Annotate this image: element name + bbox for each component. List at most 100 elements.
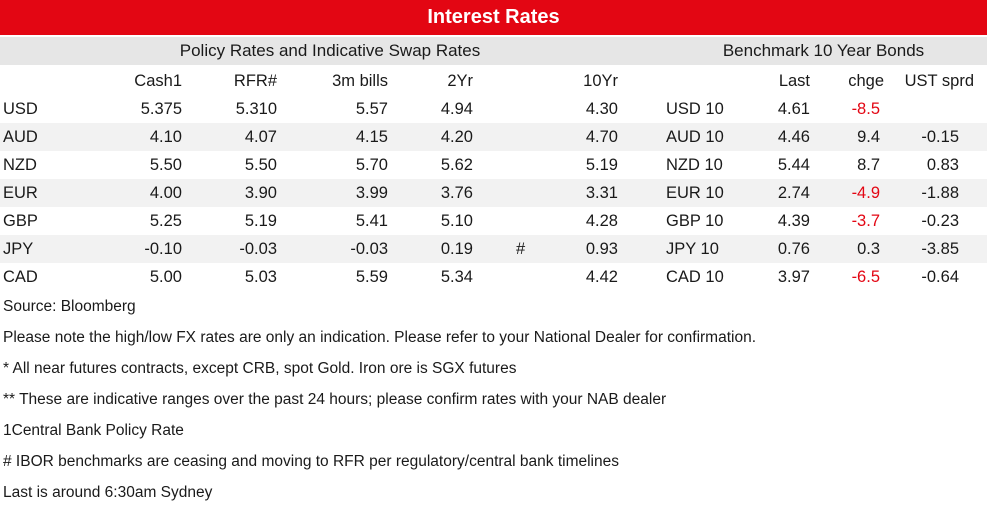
ibor-flag: [516, 95, 532, 123]
3m-bills-rate: 5.59: [355, 268, 388, 286]
2yr-rate: 0.19: [440, 240, 473, 258]
rfr-rate: 3.90: [244, 184, 277, 202]
cash-rate: 5.25: [149, 212, 182, 230]
ibor-flag: [516, 263, 532, 291]
3m-bills-rate: 5.70: [355, 156, 388, 174]
col-ust-sprd: UST sprd: [904, 72, 974, 90]
rfr-rate: -0.03: [239, 240, 277, 258]
bond-change: 9.4: [857, 128, 880, 146]
cash-rate: 4.00: [149, 184, 182, 202]
table-row: AUD 4.10 4.07 4.15 4.20 4.70 AUD 10 4.46…: [0, 123, 987, 151]
currency: USD: [3, 100, 38, 118]
table-row: GBP 5.25 5.19 5.41 5.10 4.28 GBP 10 4.39…: [0, 207, 987, 235]
2yr-rate: 5.10: [440, 212, 473, 230]
ust-spread: -0.64: [921, 268, 959, 286]
bond-name: USD 10: [666, 100, 724, 118]
currency: EUR: [3, 184, 38, 202]
3m-bills-rate: -0.03: [350, 240, 388, 258]
section-header-row: Policy Rates and Indicative Swap Rates B…: [0, 37, 987, 65]
2yr-rate: 4.20: [440, 128, 473, 146]
bond-change: 8.7: [857, 156, 880, 174]
bond-last: 3.97: [777, 268, 810, 286]
table-row: JPY -0.10 -0.03 -0.03 0.19 # 0.93 JPY 10…: [0, 235, 987, 263]
col-cash: Cash1: [134, 72, 182, 90]
currency: GBP: [3, 212, 38, 230]
3m-bills-rate: 3.99: [355, 184, 388, 202]
bond-last: 4.61: [777, 100, 810, 118]
footnotes: Source: Bloomberg Please note the high/l…: [0, 291, 987, 508]
bond-last: 0.76: [777, 240, 810, 258]
rfr-rate: 5.19: [244, 212, 277, 230]
bond-last: 4.46: [777, 128, 810, 146]
table-row: NZD 5.50 5.50 5.70 5.62 5.19 NZD 10 5.44…: [0, 151, 987, 179]
ust-spread: -3.85: [921, 240, 959, 258]
bond-name: NZD 10: [666, 156, 723, 174]
2yr-rate: 5.62: [440, 156, 473, 174]
bond-name: JPY 10: [666, 240, 719, 258]
bond-change: -4.9: [851, 184, 880, 202]
ust-spread: -1.88: [921, 184, 959, 202]
bond-change: -8.5: [851, 100, 880, 118]
ust-spread: 0.83: [926, 156, 959, 174]
timing-note: Last is around 6:30am Sydney: [3, 484, 213, 501]
currency: JPY: [3, 240, 34, 258]
10yr-rate: 0.93: [585, 240, 618, 258]
cash-rate: -0.10: [144, 240, 182, 258]
col-2yr: 2Yr: [447, 72, 473, 90]
currency: NZD: [3, 156, 37, 174]
futures-note: * All near futures contracts, except CRB…: [3, 360, 517, 377]
10yr-rate: 5.19: [585, 156, 618, 174]
source-note: Source: Bloomberg: [3, 298, 136, 315]
col-last: Last: [778, 72, 810, 90]
ust-spread: -0.15: [921, 128, 959, 146]
policy-swap-header: Policy Rates and Indicative Swap Rates: [179, 41, 481, 60]
currency: CAD: [3, 268, 38, 286]
bond-change: 0.3: [857, 240, 880, 258]
col-3m-bills: 3m bills: [332, 72, 388, 90]
bond-last: 4.39: [777, 212, 810, 230]
table-row: USD 5.375 5.310 5.57 4.94 4.30 USD 10 4.…: [0, 95, 987, 123]
currency: AUD: [3, 128, 38, 146]
bond-name: CAD 10: [666, 268, 724, 286]
ibor-flag: [516, 151, 532, 179]
bond-change: -6.5: [851, 268, 880, 286]
table-body: USD 5.375 5.310 5.57 4.94 4.30 USD 10 4.…: [0, 95, 987, 291]
ibor-note: # IBOR benchmarks are ceasing and moving…: [3, 453, 619, 470]
ranges-note: ** These are indicative ranges over the …: [3, 391, 667, 408]
bond-name: GBP 10: [666, 212, 724, 230]
2yr-rate: 4.94: [440, 100, 473, 118]
rfr-rate: 4.07: [244, 128, 277, 146]
cash-rate: 4.10: [149, 128, 182, 146]
cash-rate: 5.375: [140, 100, 182, 118]
bond-name: AUD 10: [666, 128, 724, 146]
ibor-flag: [516, 207, 532, 235]
rfr-rate: 5.310: [235, 100, 277, 118]
column-header-row: Cash1 RFR# 3m bills 2Yr 10Yr Last chge U…: [0, 67, 987, 95]
col-rfr: RFR#: [233, 72, 277, 90]
ust-spread: -0.23: [921, 212, 959, 230]
bond-last: 5.44: [777, 156, 810, 174]
fx-disclaimer-note: Please note the high/low FX rates are on…: [3, 329, 757, 346]
ust-spread: [890, 95, 959, 123]
2yr-rate: 3.76: [440, 184, 473, 202]
3m-bills-rate: 5.41: [355, 212, 388, 230]
table-row: EUR 4.00 3.90 3.99 3.76 3.31 EUR 10 2.74…: [0, 179, 987, 207]
10yr-rate: 4.42: [585, 268, 618, 286]
ibor-flag: #: [516, 240, 526, 258]
rfr-rate: 5.50: [244, 156, 277, 174]
3m-bills-rate: 5.57: [355, 100, 388, 118]
10yr-rate: 3.31: [585, 184, 618, 202]
table-title: Interest Rates: [0, 0, 987, 35]
bond-change: -3.7: [851, 212, 880, 230]
ibor-flag: [516, 179, 532, 207]
bond-last: 2.74: [777, 184, 810, 202]
10yr-rate: 4.70: [585, 128, 618, 146]
2yr-rate: 5.34: [440, 268, 473, 286]
table-row: CAD 5.00 5.03 5.59 5.34 4.42 CAD 10 3.97…: [0, 263, 987, 291]
bonds-header: Benchmark 10 Year Bonds: [722, 41, 925, 60]
10yr-rate: 4.28: [585, 212, 618, 230]
col-chge: chge: [848, 72, 884, 90]
cash-rate: 5.00: [149, 268, 182, 286]
ibor-flag: [516, 123, 532, 151]
